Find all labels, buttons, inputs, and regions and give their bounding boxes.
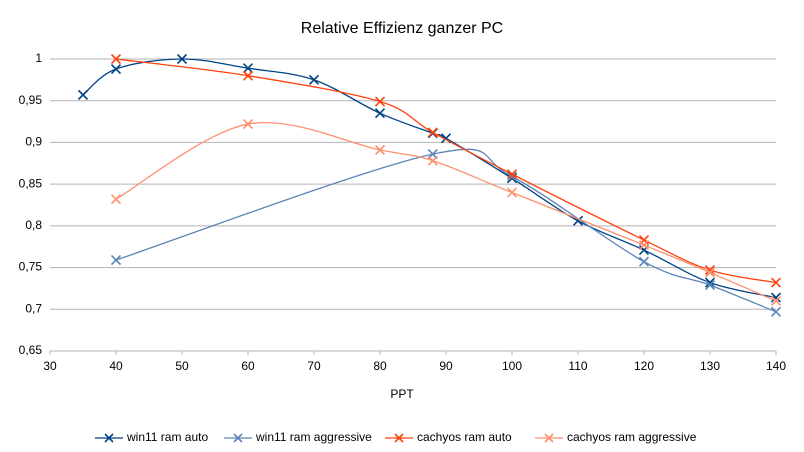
legend-label: win11 ram aggressive: [255, 430, 372, 444]
legend-label: cachyos ram aggressive: [567, 430, 697, 444]
legend-marker: [233, 433, 243, 443]
data-point: [638, 239, 650, 251]
series-line: [115, 58, 777, 284]
data-point: [374, 144, 386, 156]
x-tick-label: 30: [43, 359, 57, 373]
data-point: [110, 53, 122, 65]
data-point: [427, 127, 438, 138]
legend-marker: [104, 433, 114, 443]
x-tick-label: 40: [109, 359, 123, 373]
data-point: [374, 108, 386, 119]
series-line: [115, 122, 777, 302]
data-point: [242, 119, 254, 130]
data-point: [506, 187, 518, 198]
y-tick-label: 1: [35, 51, 42, 65]
chart-title: Relative Effizienz ganzer PC: [301, 20, 503, 37]
x-tick-label: 70: [307, 359, 321, 373]
series-line: [82, 58, 777, 299]
y-tick-label: 0,9: [25, 135, 42, 149]
legend-label: win11 ram auto: [126, 430, 208, 444]
data-point: [638, 256, 650, 267]
data-point: [77, 89, 89, 100]
data-point: [770, 295, 782, 307]
data-point: [242, 70, 254, 81]
series-line: [115, 148, 777, 313]
data-point: [110, 63, 122, 75]
x-tick-label: 140: [766, 359, 786, 373]
data-point: [176, 53, 188, 65]
legend-marker: [544, 433, 554, 443]
legend-marker: [394, 433, 404, 443]
x-tick-label: 110: [568, 359, 587, 373]
x-tick-label: 50: [175, 359, 189, 373]
data-point: [374, 96, 386, 107]
x-tick-label: 130: [700, 359, 720, 373]
data-point: [770, 277, 782, 288]
data-point: [704, 280, 716, 291]
x-tick-label: 100: [502, 359, 522, 373]
data-point: [242, 63, 254, 74]
y-tick-label: 0,65: [19, 343, 43, 357]
data-point: [506, 169, 518, 180]
data-point: [506, 171, 518, 182]
data-point: [110, 254, 122, 266]
data-point: [770, 292, 782, 303]
legend-label: cachyos ram auto: [417, 430, 512, 444]
y-tick-label: 0,7: [25, 301, 42, 315]
x-tick-label: 80: [373, 359, 387, 373]
y-tick-label: 0,95: [19, 93, 43, 107]
data-point: [770, 306, 782, 317]
y-tick-label: 0,85: [19, 176, 43, 190]
data-point: [308, 74, 320, 85]
data-point: [704, 267, 716, 278]
y-tick-label: 0,8: [25, 218, 42, 232]
x-tick-label: 90: [439, 359, 453, 373]
y-tick-label: 0,75: [19, 260, 43, 274]
data-point: [427, 155, 438, 166]
data-point: [110, 194, 122, 205]
x-tick-label: 120: [634, 359, 654, 373]
x-tick-label: 60: [241, 359, 255, 373]
x-axis-label: PPT: [390, 387, 414, 401]
data-point: [704, 265, 716, 276]
